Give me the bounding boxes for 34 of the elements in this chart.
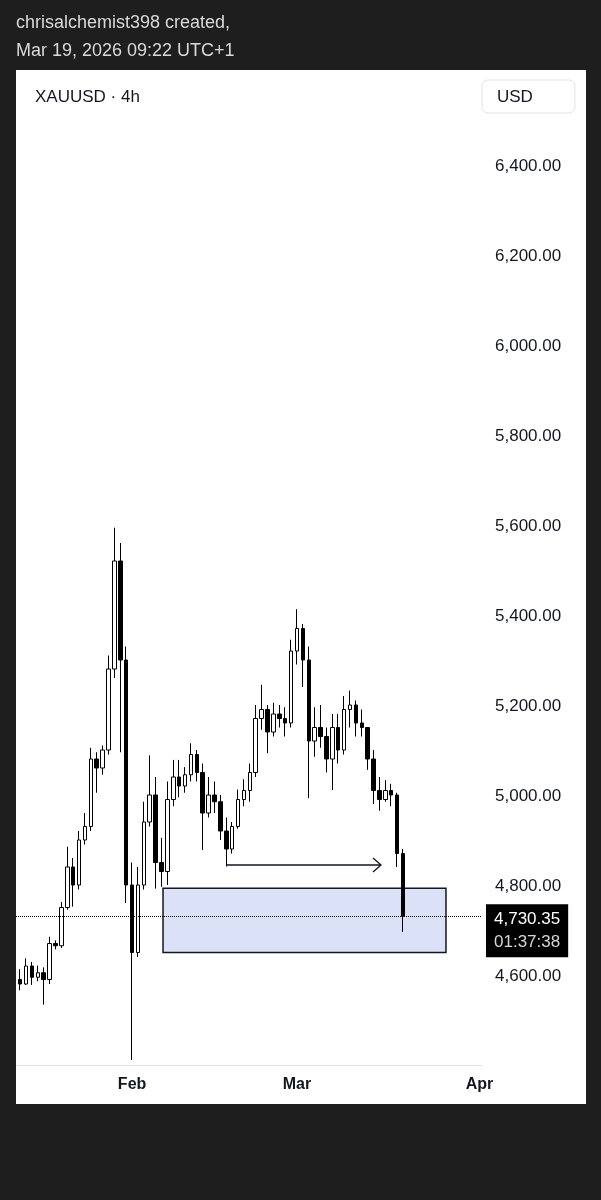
text: chrisalchemist398 created, Mar 19, 2026 09:22 UTC+1 [16,11,236,62]
y-tick-label: 5,800.00 [495,425,562,445]
candlestick [236,789,240,830]
text: 01:37:38 [494,932,561,952]
x-tick-label: Apr [465,1074,494,1092]
x-tick-label: Feb [117,1074,147,1092]
candlestick [83,812,87,845]
candlestick [348,690,352,728]
candlestick [242,778,246,807]
x-tick-label: Mar [282,1074,312,1092]
candlestick [183,766,187,794]
candlestick [77,830,81,890]
y-tick-label: 4,800.00 [495,875,562,895]
y-tick-label: 5,000.00 [495,785,562,805]
text: XAUUSD · 4h [35,87,140,106]
candlestick [24,957,28,986]
candlestick [295,608,299,665]
candlestick [30,961,34,986]
candlestick [301,623,305,688]
candlestick [354,700,358,737]
y-tick-label: 4,600.00 [495,965,562,985]
candlestick [289,639,293,728]
y-axis-title: USD [497,87,533,106]
candlestick [342,695,346,755]
y-tick-label: 6,200.00 [495,245,562,265]
y-tick-label: 5,400.00 [495,605,562,625]
y-tick-label: 6,000.00 [495,335,562,355]
candlestick [395,792,399,868]
y-tick-label: 6,400.00 [495,155,562,175]
y-tick-label: 5,200.00 [495,695,562,715]
y-tick-label: 5,600.00 [495,515,562,535]
candlestick [189,742,193,782]
ref-line-label: 4,730.35 [494,909,561,929]
candlestick [18,968,22,991]
